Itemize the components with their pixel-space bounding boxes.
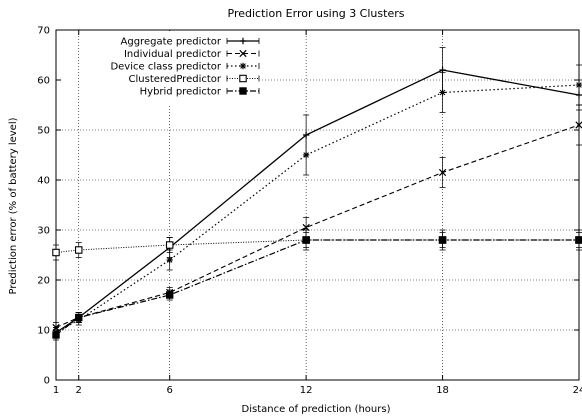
legend-swatch-caps [226, 50, 260, 57]
y-tick-label: 10 [37, 326, 50, 337]
legend-marker [239, 62, 247, 70]
series-5 [52, 229, 582, 341]
plot-frame [55, 29, 580, 381]
legend-label: ClusteredPredictor [129, 74, 222, 85]
legend-entry: Individual predictor [124, 49, 260, 60]
data-point [74, 246, 83, 254]
series-line [55, 239, 579, 253]
data-point [575, 236, 582, 244]
legend-marker [239, 87, 247, 95]
data-point [439, 89, 446, 96]
data-point [52, 331, 60, 339]
y-tick-label: 30 [37, 226, 50, 237]
data-point [165, 241, 174, 249]
legend-label: Individual predictor [124, 49, 222, 60]
data-point [166, 256, 173, 264]
data-point [75, 313, 83, 322]
x-tick-label: 2 [76, 385, 82, 396]
data-point [438, 168, 447, 177]
legend-entry: Hybrid predictor [140, 87, 260, 98]
y-tick-label: 60 [37, 76, 50, 87]
x-tick-label: 24 [573, 385, 582, 396]
legend-swatch-caps [226, 63, 260, 69]
y-axis-label: Prediction error (% of battery level) [8, 117, 19, 294]
x-tick-label: 6 [167, 385, 173, 396]
y-tick-label: 0 [44, 376, 50, 387]
x-tick-label: 1 [53, 385, 59, 396]
series-3 [52, 64, 582, 338]
data-point [439, 66, 446, 74]
legend-swatch-caps [226, 88, 260, 94]
axes: 126121824010203040506070 [37, 26, 582, 397]
legend-marker [239, 74, 247, 83]
series-line [55, 84, 580, 334]
legend-marker [239, 37, 247, 45]
data-point [302, 151, 310, 159]
data-point [575, 81, 582, 89]
data-point [52, 248, 60, 257]
series-4 [52, 232, 582, 261]
legend-entry: ClusteredPredictor [129, 74, 260, 85]
data-point [302, 236, 310, 244]
legend-label: Aggregate predictor [121, 37, 222, 48]
legend-swatch-caps [226, 75, 260, 82]
series-line [55, 124, 580, 329]
chart-title: Prediction Error using 3 Clusters [228, 7, 405, 20]
x-tick-label: 12 [300, 385, 313, 396]
data-point [575, 121, 582, 129]
legend-marker [239, 49, 247, 58]
data-point [165, 291, 174, 299]
y-tick-label: 50 [37, 126, 50, 137]
series-group [52, 47, 582, 341]
series-line [55, 69, 580, 334]
legend-entry: Aggregate predictor [121, 37, 260, 48]
series-line [55, 239, 579, 336]
y-tick-label: 20 [37, 276, 50, 287]
legend-entry: Device class predictor [110, 62, 260, 73]
y-tick-label: 40 [37, 176, 50, 187]
data-point [438, 236, 447, 244]
legend-background [92, 31, 262, 105]
series-2 [52, 104, 582, 333]
y-tick-label: 70 [37, 26, 50, 37]
x-axis-label: Distance of prediction (hours) [242, 404, 391, 415]
legend-swatch-caps [226, 38, 260, 44]
legend-label: Device class predictor [110, 62, 221, 73]
legend-label: Hybrid predictor [140, 87, 222, 98]
grid-lines [56, 30, 579, 380]
x-tick-label: 18 [436, 385, 449, 396]
data-point [302, 223, 310, 232]
